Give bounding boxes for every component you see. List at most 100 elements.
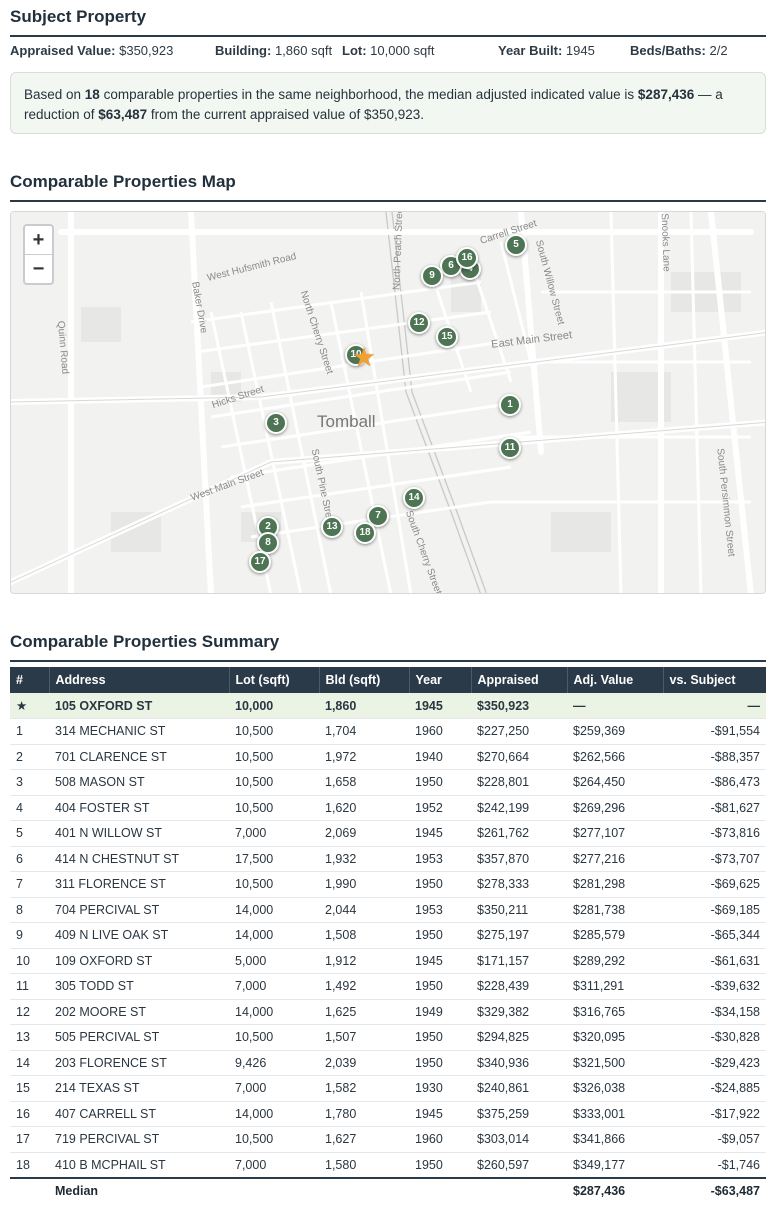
map-marker[interactable]: 5: [505, 234, 527, 256]
table-cell: 1,492: [319, 973, 409, 1000]
table-cell: $341,866: [567, 1126, 663, 1153]
address-cell: 311 FLORENCE ST: [49, 871, 229, 898]
map-marker[interactable]: 13: [321, 516, 343, 538]
table-cell: —: [663, 693, 766, 719]
table-cell: $275,197: [471, 922, 567, 949]
zoom-in-button[interactable]: +: [32, 229, 45, 251]
table-cell: $228,439: [471, 973, 567, 1000]
comparables-map[interactable]: West Hufsmith Road Baker Drive Quinn Roa…: [10, 211, 766, 594]
map-marker[interactable]: 9: [421, 265, 443, 287]
table-cell: -$73,816: [663, 820, 766, 847]
street-label: East Main Street: [490, 329, 573, 351]
table-row: 11 305 TODD ST 7,000 1,492 1950 $228,439 $311,…: [10, 973, 766, 1000]
table-cell: 1950: [409, 1024, 471, 1051]
table-cell: $259,369: [567, 718, 663, 745]
table-cell: $262,566: [567, 744, 663, 770]
table-cell: $261,762: [471, 820, 567, 847]
valuation-summary: Based on 18 comparable properties in the…: [10, 72, 766, 134]
table-cell: 1,625: [319, 999, 409, 1025]
table-cell: $321,500: [567, 1050, 663, 1076]
table-cell: $311,291: [567, 973, 663, 1000]
table-cell: 1945: [409, 1101, 471, 1127]
table-cell: 2,069: [319, 820, 409, 847]
table-cell: 11: [10, 973, 49, 1000]
fact-lot: Lot: 10,000 sqft: [342, 43, 435, 58]
map-marker[interactable]: 17: [249, 551, 271, 573]
table-cell: 1960: [409, 718, 471, 745]
address-cell: 305 TODD ST: [49, 973, 229, 1000]
map-marker[interactable]: 7: [367, 505, 389, 527]
street-label: Quinn Road: [54, 320, 71, 375]
table-cell: 10,500: [229, 1024, 319, 1051]
address-cell: 203 FLORENCE ST: [49, 1050, 229, 1076]
table-row: 13 505 PERCIVAL ST 10,500 1,507 1950 $294,825…: [10, 1024, 766, 1051]
fact-year-built: Year Built: 1945: [498, 43, 595, 58]
map-marker[interactable]: 12: [408, 312, 430, 334]
table-cell: 1950: [409, 1050, 471, 1076]
table-cell: 1950: [409, 871, 471, 898]
median-row: Median $287,436 -$63,487: [10, 1176, 766, 1204]
subject-star-icon[interactable]: ★: [352, 342, 376, 372]
map-marker[interactable]: 18: [354, 522, 376, 544]
address-cell: 314 MECHANIC ST: [49, 718, 229, 745]
address-cell: 404 FOSTER ST: [49, 795, 229, 821]
table-cell: 14,000: [229, 1101, 319, 1127]
table-cell: $228,801: [471, 769, 567, 796]
subject-facts: Appraised Value: $350,923 Building: 1,86…: [10, 43, 766, 61]
table-cell: 18: [10, 1152, 49, 1178]
table-cell: -$69,625: [663, 871, 766, 898]
table-cell: $281,298: [567, 871, 663, 898]
table-cell: -$29,423: [663, 1050, 766, 1076]
table-cell: $285,579: [567, 922, 663, 949]
street-labels: West Hufsmith Road Baker Drive Quinn Roa…: [11, 211, 765, 593]
map-marker[interactable]: 16: [456, 247, 478, 269]
table-cell: 12: [10, 999, 49, 1025]
col-header: Address: [49, 667, 230, 693]
street-label: West Main Street: [189, 467, 266, 504]
map-marker[interactable]: 14: [403, 487, 425, 509]
table-cell: -$88,357: [663, 744, 766, 770]
table-cell: $242,199: [471, 795, 567, 821]
table-cell: $375,259: [471, 1101, 567, 1127]
median-adj-value: $287,436: [567, 1176, 663, 1204]
map-marker[interactable]: 11: [499, 437, 521, 459]
table-cell: 10,500: [229, 871, 319, 898]
table-row: 7 311 FLORENCE ST 10,500 1,990 1950 $278,333 $…: [10, 871, 766, 898]
table-cell: $227,250: [471, 718, 567, 745]
table-cell: 4: [10, 795, 49, 821]
address-cell: 214 TEXAS ST: [49, 1075, 229, 1102]
table-cell: [10, 1176, 49, 1204]
table-row: 9 409 N LIVE OAK ST 14,000 1,508 1950 $275,19…: [10, 922, 766, 949]
table-cell: 14: [10, 1050, 49, 1076]
table-cell: -$17,922: [663, 1101, 766, 1127]
table-cell: $333,001: [567, 1101, 663, 1127]
table-cell: -$1,746: [663, 1152, 766, 1178]
zoom-out-button[interactable]: −: [25, 254, 52, 282]
table-cell: 2,044: [319, 897, 409, 923]
subject-section-title: Subject Property: [10, 7, 766, 37]
table-cell: -$30,828: [663, 1024, 766, 1051]
fact-building: Building: 1,860 sqft: [215, 43, 333, 58]
street-label: Baker Drive: [189, 280, 210, 335]
table-cell: 5: [10, 820, 49, 847]
map-marker[interactable]: 10: [345, 344, 367, 366]
table-cell: 14,000: [229, 922, 319, 949]
street-label: North Peach Street: [391, 211, 406, 291]
table-cell: 1953: [409, 846, 471, 872]
map-marker[interactable]: 15: [436, 326, 458, 348]
table-cell: 1,627: [319, 1126, 409, 1153]
map-marker[interactable]: 3: [265, 412, 287, 434]
table-cell: 9,426: [229, 1050, 319, 1076]
map-marker[interactable]: 1: [499, 394, 521, 416]
table-cell: 7,000: [229, 973, 319, 1000]
table-row: 8 704 PERCIVAL ST 14,000 2,044 1953 $350,211 $…: [10, 897, 766, 923]
table-cell: 1945: [409, 693, 471, 719]
street-label: North Cherry Street: [297, 289, 335, 376]
map-marker[interactable]: 8: [257, 532, 279, 554]
table-cell: 7,000: [229, 1075, 319, 1102]
table-cell: 1930: [409, 1075, 471, 1102]
median-vs-subject: -$63,487: [663, 1176, 766, 1204]
table-cell: 1,580: [319, 1152, 409, 1178]
table-cell: -$9,057: [663, 1126, 766, 1153]
fact-appraised-value: Appraised Value: $350,923: [10, 43, 174, 58]
